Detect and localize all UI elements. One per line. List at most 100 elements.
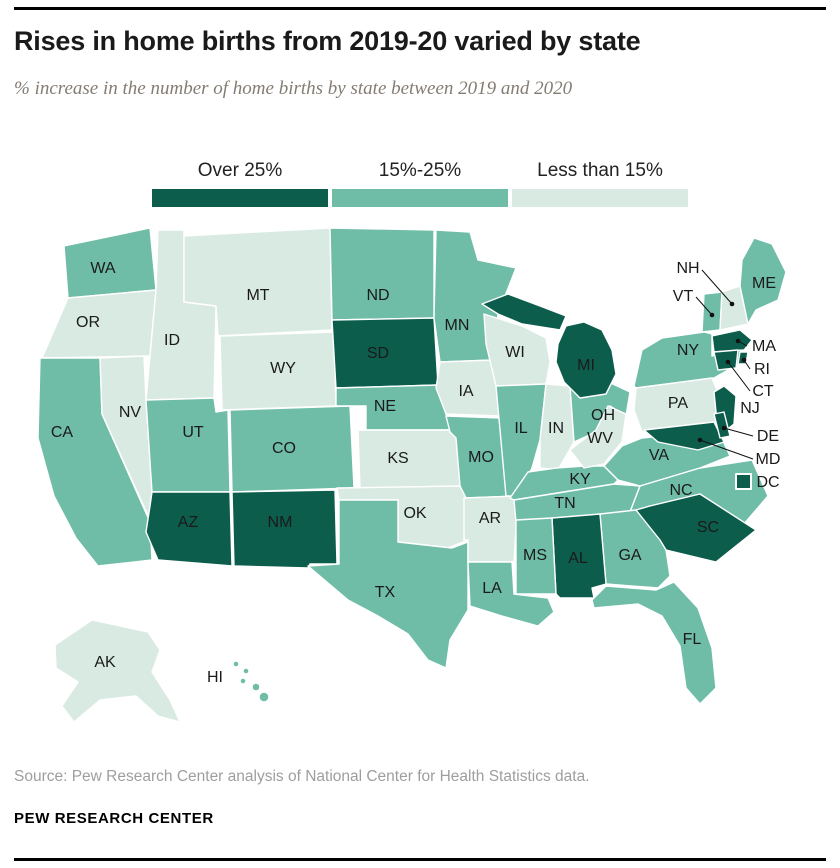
callout-dot-ct xyxy=(725,359,731,365)
state-de xyxy=(713,411,731,439)
state-label-pa: PA xyxy=(668,395,688,412)
state-label-ca: CA xyxy=(51,424,74,441)
callout-dot-md xyxy=(697,437,703,443)
state-hi-island xyxy=(242,667,250,675)
state-label-ma: MA xyxy=(752,338,776,355)
state-hi-island xyxy=(232,660,240,668)
state-mi-upper xyxy=(481,293,567,331)
state-label-sd: SD xyxy=(367,345,389,362)
state-label-sc: SC xyxy=(697,519,719,536)
state-label-ut: UT xyxy=(182,424,204,441)
state-ar xyxy=(463,495,519,563)
state-ma xyxy=(711,329,753,353)
state-label-nm: NM xyxy=(268,514,293,531)
state-la xyxy=(467,561,555,627)
page-title: Rises in home births from 2019-20 varied… xyxy=(14,26,641,56)
legend-item-under-15: Less than 15% xyxy=(512,160,688,207)
state-label-mi: MI xyxy=(577,357,595,374)
legend-swatch-15-25 xyxy=(332,189,508,207)
bottom-rule xyxy=(14,858,826,861)
state-wi xyxy=(483,313,551,387)
state-label-ga: GA xyxy=(618,547,641,564)
state-fl xyxy=(591,581,717,705)
state-tx xyxy=(307,499,469,669)
state-label-wi: WI xyxy=(505,344,525,361)
state-az xyxy=(145,491,233,567)
state-label-al: AL xyxy=(568,550,588,567)
legend-swatch-under-15 xyxy=(512,189,688,207)
state-al xyxy=(551,513,607,599)
state-label-ct: CT xyxy=(752,383,774,400)
state-label-mo: MO xyxy=(468,449,494,466)
callout-line-md xyxy=(699,439,754,460)
callout-line-vt xyxy=(695,296,713,316)
callout-dot-de xyxy=(721,425,727,431)
state-label-dc: DC xyxy=(756,474,779,491)
state-label-vt: VT xyxy=(673,288,694,305)
legend-label-15-25: 15%-25% xyxy=(378,160,462,181)
state-label-ak: AK xyxy=(94,654,116,671)
state-nm xyxy=(231,489,338,569)
callout-dot-ma xyxy=(735,338,741,344)
state-label-in: IN xyxy=(548,420,564,437)
state-label-co: CO xyxy=(272,440,296,457)
callout-line-ct xyxy=(727,361,751,392)
state-label-ky: KY xyxy=(569,471,591,488)
state-label-ok: OK xyxy=(403,505,426,522)
state-label-tx: TX xyxy=(375,584,396,601)
state-ms xyxy=(515,517,557,595)
legend-label-under-15: Less than 15% xyxy=(537,160,663,181)
state-label-fl: FL xyxy=(683,631,702,648)
legend-item-over-25: Over 25% xyxy=(152,160,328,207)
page-subtitle: % increase in the number of home births … xyxy=(14,78,573,99)
legend-item-15-25: 15%-25% xyxy=(332,160,508,207)
state-label-de: DE xyxy=(757,428,779,445)
state-label-tn: TN xyxy=(554,495,575,512)
state-me xyxy=(739,237,787,325)
state-label-mn: MN xyxy=(445,317,470,334)
state-hi-island xyxy=(239,677,247,685)
state-label-wv: WV xyxy=(587,430,613,447)
state-ut xyxy=(145,397,231,493)
state-ct xyxy=(713,349,739,371)
state-ga xyxy=(599,509,671,589)
state-nd xyxy=(329,227,435,321)
source-note: Source: Pew Research Center analysis of … xyxy=(14,768,590,785)
callout-line-de xyxy=(723,427,754,437)
state-label-mt: MT xyxy=(246,287,269,304)
state-label-ar: AR xyxy=(479,510,501,527)
state-label-nh: NH xyxy=(676,260,699,277)
state-label-id: ID xyxy=(164,332,180,349)
state-label-va: VA xyxy=(649,447,669,464)
state-ak xyxy=(54,619,181,723)
legend-swatch-over-25 xyxy=(152,189,328,207)
state-label-nd: ND xyxy=(366,287,389,304)
callout-dot-nh xyxy=(729,301,735,307)
state-label-ri: RI xyxy=(754,361,770,378)
state-vt xyxy=(701,291,723,333)
state-label-nj: NJ xyxy=(740,400,760,417)
legend-label-over-25: Over 25% xyxy=(197,160,283,181)
state-label-wy: WY xyxy=(270,360,296,377)
state-label-ks: KS xyxy=(387,450,408,467)
top-rule xyxy=(14,7,826,10)
state-mi-lower xyxy=(555,321,617,399)
state-label-or: OR xyxy=(76,314,100,331)
state-label-ny: NY xyxy=(677,342,700,359)
legend: Over 25% 15%-25% Less than 15% xyxy=(0,160,840,210)
state-dc-square xyxy=(735,473,752,490)
state-label-wa: WA xyxy=(90,260,116,277)
state-wv xyxy=(569,405,627,469)
pew-wordmark: PEW RESEARCH CENTER xyxy=(14,810,214,827)
callout-dot-vt xyxy=(709,312,715,318)
state-md xyxy=(643,421,725,451)
state-label-me: ME xyxy=(752,275,776,292)
state-label-ms: MS xyxy=(523,547,547,564)
callout-dot-ri xyxy=(741,357,747,363)
state-label-md: MD xyxy=(756,451,781,468)
callout-line-nh xyxy=(701,269,733,305)
state-label-ia: IA xyxy=(458,383,473,400)
state-ks xyxy=(357,429,463,489)
state-label-ne: NE xyxy=(374,398,396,415)
